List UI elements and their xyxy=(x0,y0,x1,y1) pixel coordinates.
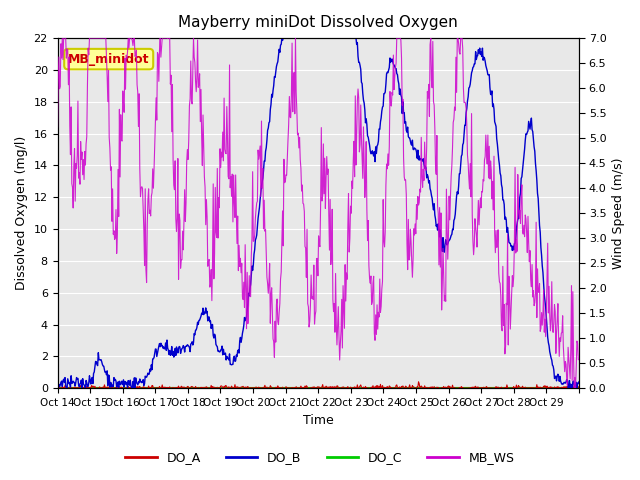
Legend: DO_A, DO_B, DO_C, MB_WS: DO_A, DO_B, DO_C, MB_WS xyxy=(120,446,520,469)
X-axis label: Time: Time xyxy=(303,414,333,427)
Y-axis label: Wind Speed (m/s): Wind Speed (m/s) xyxy=(612,157,625,269)
Y-axis label: Dissolved Oxygen (mg/l): Dissolved Oxygen (mg/l) xyxy=(15,136,28,290)
Text: MB_minidot: MB_minidot xyxy=(68,53,150,66)
Title: Mayberry miniDot Dissolved Oxygen: Mayberry miniDot Dissolved Oxygen xyxy=(179,15,458,30)
